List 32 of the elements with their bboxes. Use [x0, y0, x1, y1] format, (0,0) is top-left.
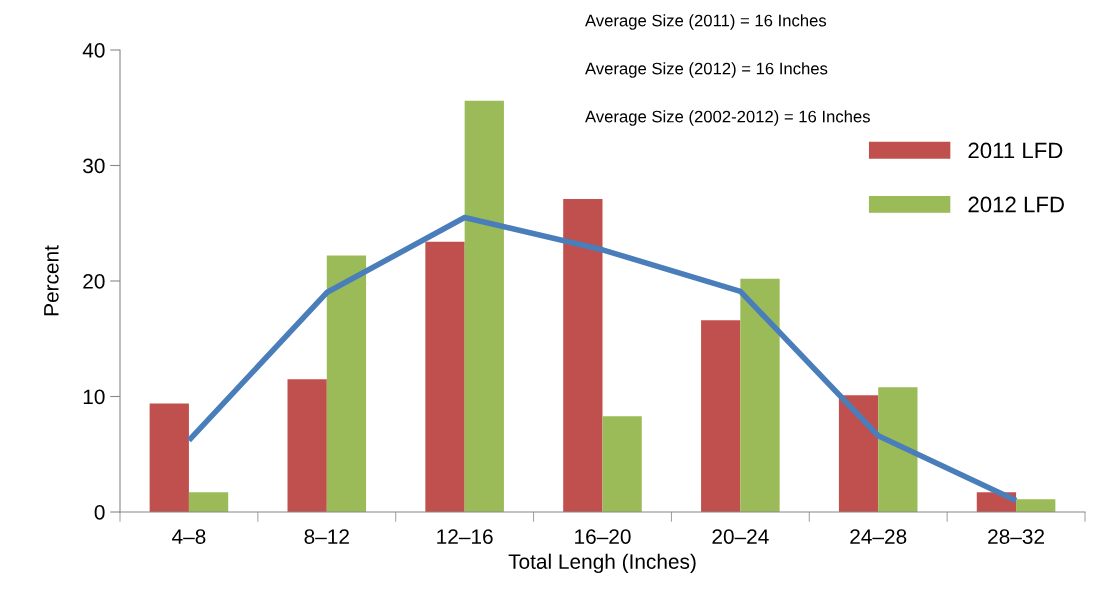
- bar: [878, 387, 918, 512]
- annotation: Average Size (2002-2012) = 16 Inches: [585, 110, 870, 126]
- x-axis-title: Total Lengh (Inches): [508, 553, 696, 574]
- bar: [326, 255, 367, 512]
- bar: [563, 198, 603, 512]
- bar: [838, 395, 879, 512]
- bar: [1016, 499, 1056, 512]
- y-tick-label: 30: [83, 158, 105, 174]
- bar: [740, 278, 780, 512]
- x-tick-label: 24–28: [850, 529, 907, 544]
- y-axis-title: Percent: [44, 245, 59, 316]
- legend-label: 2012 LFD: [968, 196, 1064, 213]
- bar: [701, 320, 741, 512]
- y-tick-label: 0: [94, 505, 105, 520]
- bar: [188, 492, 229, 512]
- x-tick-label: 4–8: [172, 529, 206, 544]
- bar: [149, 403, 189, 512]
- y-tick-label: 40: [82, 43, 105, 58]
- annotation: Average Size (2012) = 16 Inches: [585, 62, 828, 78]
- bar: [425, 241, 465, 512]
- bar: [602, 416, 642, 512]
- bar: [287, 379, 327, 512]
- bar: [464, 100, 504, 512]
- x-tick-label: 16–20: [575, 529, 631, 544]
- x-tick-label: 20–24: [712, 529, 769, 544]
- legend-label: 2011 LFD: [968, 142, 1063, 159]
- y-tick-label: 20: [83, 274, 105, 289]
- x-tick-label: 28–32: [988, 529, 1044, 544]
- y-tick-label: 10: [83, 389, 105, 405]
- x-tick-label: 8–12: [304, 529, 349, 544]
- text: Average Size (2011) = 16 Inches: [585, 14, 827, 30]
- x-tick-label: 12–16: [437, 529, 493, 544]
